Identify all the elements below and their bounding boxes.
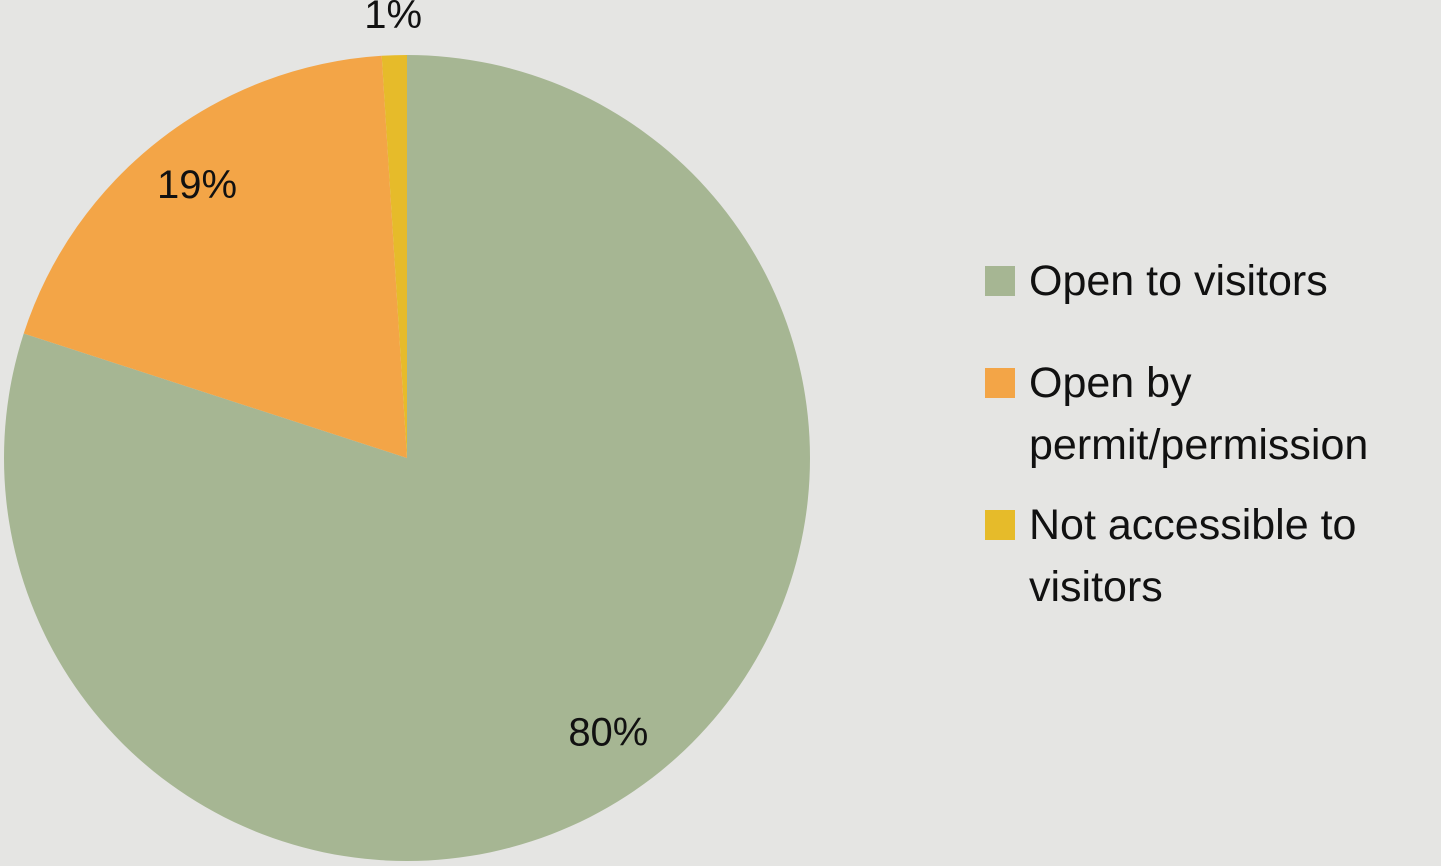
legend-item: Open by permit/permission: [985, 352, 1435, 476]
data-label: 80%: [568, 711, 648, 755]
data-label: 19%: [157, 163, 237, 207]
legend: Open to visitors Open by permit/permissio…: [985, 250, 1435, 658]
legend-item: Not accessible to visitors: [985, 494, 1435, 618]
legend-label: Open by permit/permission: [1029, 359, 1369, 469]
legend-label: Not accessible to visitors: [1029, 501, 1357, 611]
pie-slice: [23, 55, 408, 458]
data-label: 1%: [364, 0, 422, 37]
legend-swatch: [985, 510, 1015, 540]
legend-item: Open to visitors: [985, 250, 1435, 312]
legend-label: Open to visitors: [1029, 257, 1328, 305]
legend-swatch: [985, 368, 1015, 398]
pie-slice: [3, 55, 810, 861]
pie-slice: [381, 55, 407, 458]
legend-swatch: [985, 266, 1015, 296]
